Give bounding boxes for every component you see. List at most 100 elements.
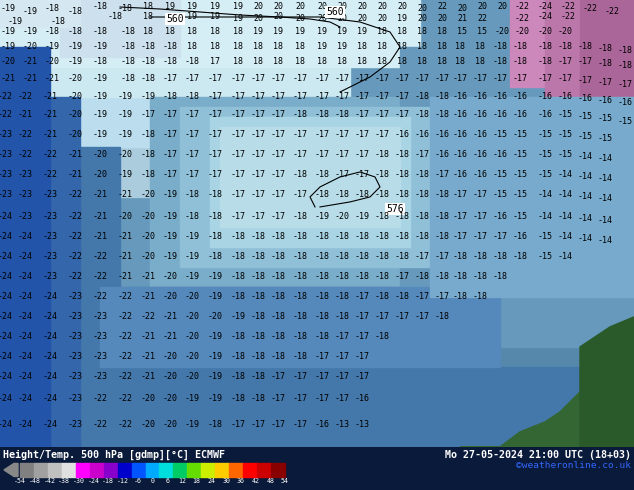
Bar — [180, 107, 440, 267]
Text: -24: -24 — [0, 372, 13, 381]
Text: -16: -16 — [597, 97, 612, 105]
Text: -20: -20 — [93, 171, 108, 179]
Text: -24: -24 — [42, 293, 58, 301]
Text: -17: -17 — [354, 293, 370, 301]
Text: -20: -20 — [93, 150, 108, 159]
Text: -17: -17 — [314, 130, 330, 140]
Text: 20: 20 — [295, 15, 305, 24]
Text: -16: -16 — [453, 150, 467, 159]
Text: -18: -18 — [141, 43, 155, 51]
Text: -21: -21 — [141, 272, 155, 281]
Text: -16: -16 — [472, 130, 488, 140]
Text: -15: -15 — [538, 232, 552, 242]
Text: -15: -15 — [578, 132, 593, 142]
Text: -22: -22 — [93, 272, 108, 281]
Text: -20: -20 — [22, 43, 37, 51]
Bar — [0, 0, 200, 197]
Text: 20: 20 — [253, 15, 263, 24]
Bar — [48, 463, 62, 477]
Text: -21: -21 — [22, 57, 37, 67]
Text: -21: -21 — [67, 171, 82, 179]
Text: 30: 30 — [222, 478, 230, 484]
Text: 20: 20 — [295, 2, 305, 11]
Text: 20: 20 — [357, 2, 367, 11]
Text: -17: -17 — [271, 372, 285, 381]
Text: -22: -22 — [117, 394, 133, 403]
Text: -18: -18 — [335, 110, 349, 120]
Text: -18: -18 — [375, 191, 389, 199]
Text: -24: -24 — [42, 372, 58, 381]
Text: -18: -18 — [141, 150, 155, 159]
Text: -17: -17 — [354, 313, 370, 321]
Text: -24: -24 — [18, 293, 32, 301]
Text: -17: -17 — [354, 332, 370, 342]
Text: -14: -14 — [578, 215, 593, 223]
Text: -16: -16 — [415, 130, 429, 140]
Text: -18: -18 — [578, 43, 593, 51]
Text: 20: 20 — [273, 13, 283, 22]
Text: -18: -18 — [108, 13, 122, 22]
Bar — [90, 463, 104, 477]
Bar — [34, 463, 48, 477]
Text: -18: -18 — [512, 252, 527, 262]
Text: -20: -20 — [162, 394, 178, 403]
Text: -20: -20 — [162, 372, 178, 381]
Text: 18: 18 — [210, 43, 220, 51]
Text: -17: -17 — [394, 313, 410, 321]
Text: -17: -17 — [557, 74, 573, 83]
Text: -18: -18 — [354, 232, 370, 242]
Text: -19: -19 — [117, 130, 133, 140]
Text: -18: -18 — [231, 272, 245, 281]
Text: -18: -18 — [453, 272, 467, 281]
Text: -17: -17 — [162, 171, 178, 179]
Text: -18: -18 — [292, 272, 307, 281]
Text: -19: -19 — [1, 4, 15, 14]
Text: -15: -15 — [512, 171, 527, 179]
Text: -18: -18 — [597, 45, 612, 53]
Text: -17: -17 — [184, 150, 200, 159]
Text: -18: -18 — [292, 213, 307, 221]
Text: -23: -23 — [67, 420, 82, 429]
Text: -23: -23 — [67, 372, 82, 381]
Text: -18: -18 — [292, 232, 307, 242]
Text: -14: -14 — [578, 152, 593, 162]
Text: 15: 15 — [477, 27, 487, 36]
Text: 18: 18 — [455, 43, 465, 51]
Text: -17: -17 — [314, 394, 330, 403]
Text: -22: -22 — [18, 150, 32, 159]
Text: -18: -18 — [271, 252, 285, 262]
Text: -18: -18 — [375, 171, 389, 179]
Text: 24: 24 — [207, 478, 216, 484]
Text: -17: -17 — [292, 130, 307, 140]
Bar — [202, 463, 216, 477]
Text: -17: -17 — [271, 191, 285, 199]
Text: -22: -22 — [604, 7, 619, 17]
Text: -22: -22 — [67, 272, 82, 281]
Text: -18: -18 — [314, 313, 330, 321]
Text: 15: 15 — [457, 27, 467, 36]
Text: -18: -18 — [335, 313, 349, 321]
Text: 18: 18 — [233, 27, 243, 36]
Text: -17: -17 — [207, 130, 223, 140]
Text: 18: 18 — [253, 43, 263, 51]
Text: -20: -20 — [141, 232, 155, 242]
Text: -17: -17 — [231, 171, 245, 179]
Text: 19: 19 — [165, 2, 175, 11]
Text: 19: 19 — [317, 43, 327, 51]
Text: -24: -24 — [42, 394, 58, 403]
Text: -20: -20 — [141, 420, 155, 429]
Text: -24: -24 — [0, 213, 13, 221]
Text: -18: -18 — [335, 293, 349, 301]
Text: -18: -18 — [207, 252, 223, 262]
Text: -18: -18 — [394, 191, 410, 199]
Text: -18: -18 — [271, 232, 285, 242]
Text: -17: -17 — [184, 110, 200, 120]
Text: -17: -17 — [231, 191, 245, 199]
Text: -17: -17 — [292, 74, 307, 83]
Text: -20: -20 — [117, 150, 133, 159]
Text: -24: -24 — [87, 478, 100, 484]
Text: -18: -18 — [271, 352, 285, 362]
Text: -24: -24 — [0, 420, 13, 429]
Text: -19: -19 — [354, 213, 370, 221]
Text: -18: -18 — [472, 252, 488, 262]
